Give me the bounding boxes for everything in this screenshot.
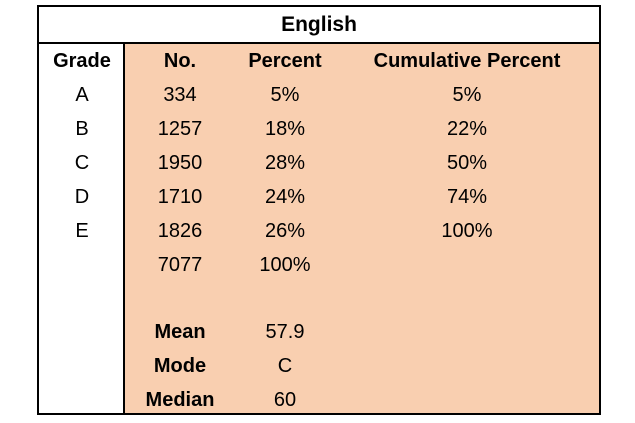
table-row-percent: 28% <box>264 152 306 174</box>
grade-distribution-table: English Grade No. Percent Cumulative Per… <box>37 5 601 415</box>
table-row-no: 334 <box>163 84 197 106</box>
table-row-cumulative: 5% <box>452 84 482 106</box>
table-row-grade: D <box>74 186 90 208</box>
stat-value-mean: 57.9 <box>265 321 305 343</box>
table-row-cumulative: 22% <box>446 118 488 140</box>
stat-value-median: 60 <box>273 389 297 411</box>
table-row-percent: 18% <box>264 118 306 140</box>
stat-label-median: Median <box>145 389 215 411</box>
table-row-grade: E <box>75 220 89 242</box>
total-percent: 100% <box>259 254 311 276</box>
stat-label-mean: Mean <box>154 321 206 343</box>
stat-value-mode: C <box>277 355 293 377</box>
header-percent: Percent <box>248 50 322 72</box>
table-row-grade: B <box>75 118 89 140</box>
table-row-no: 1710 <box>157 186 203 208</box>
table-row-cumulative: 50% <box>446 152 488 174</box>
table-row-cumulative: 100% <box>441 220 493 242</box>
table-row-grade: C <box>74 152 90 174</box>
table-row-grade: A <box>75 84 89 106</box>
table-row-percent: 5% <box>270 84 300 106</box>
header-cumulative-percent: Cumulative Percent <box>373 50 561 72</box>
table-row-cumulative: 74% <box>446 186 488 208</box>
table-row-percent: 24% <box>264 186 306 208</box>
table-title: English <box>39 7 599 44</box>
table-row-no: 1257 <box>157 118 203 140</box>
grade-column <box>39 44 125 413</box>
table-row-percent: 26% <box>264 220 306 242</box>
header-no: No. <box>163 50 197 72</box>
shaded-data-region <box>125 44 599 413</box>
table-row-no: 1950 <box>157 152 203 174</box>
total-no: 7077 <box>157 254 203 276</box>
header-grade: Grade <box>53 50 111 72</box>
table-row-no: 1826 <box>157 220 203 242</box>
stat-label-mode: Mode <box>153 355 207 377</box>
